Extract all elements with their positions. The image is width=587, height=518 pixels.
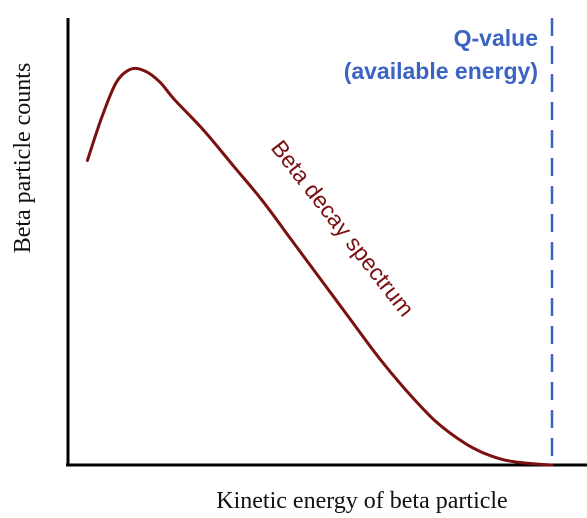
y-axis-label: Beta particle counts xyxy=(10,63,36,254)
spectrum-curve xyxy=(85,66,554,467)
axes xyxy=(66,18,587,467)
x-axis-label: Kinetic energy of beta particle xyxy=(216,488,507,514)
q-value-label: Q-value xyxy=(454,25,538,51)
curve-label: Beta decay spectrum xyxy=(266,135,420,321)
q-value-sublabel: (available energy) xyxy=(344,58,538,84)
